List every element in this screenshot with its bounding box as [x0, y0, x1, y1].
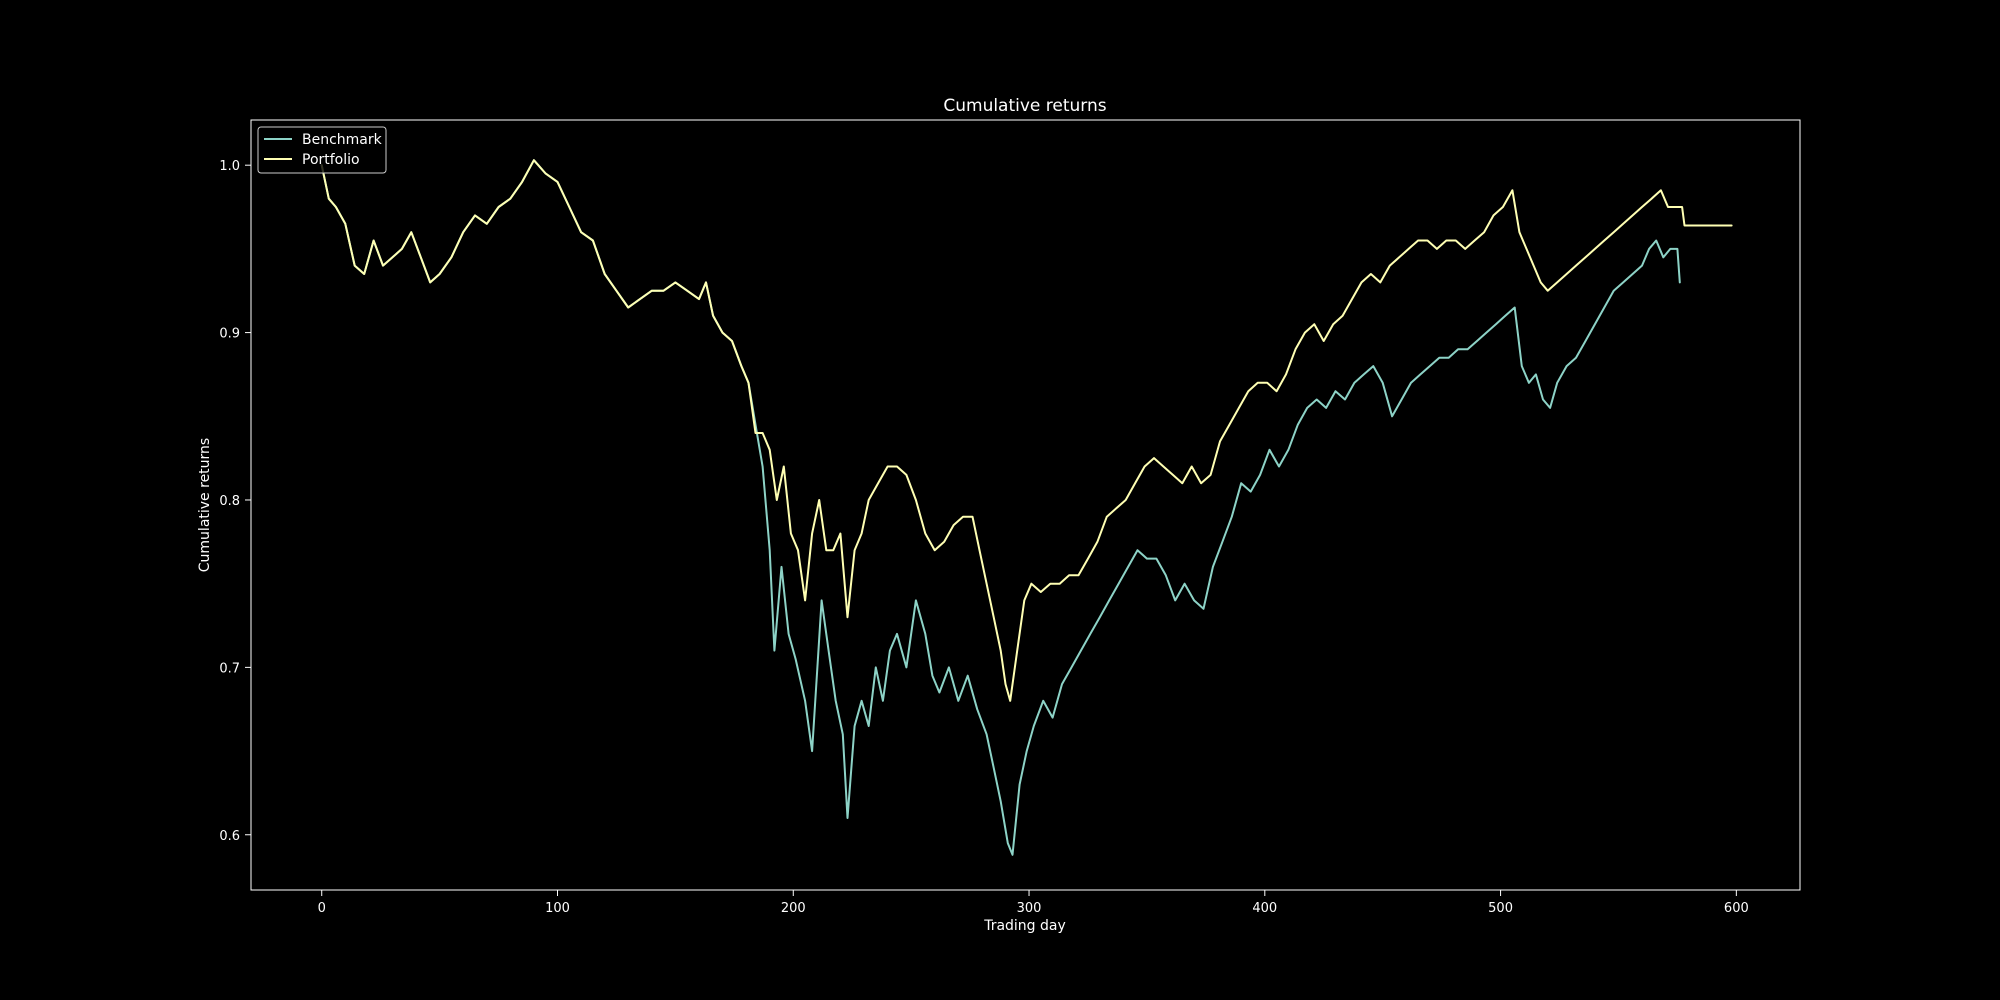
chart-title: Cumulative returns	[943, 96, 1106, 116]
x-tick-label: 500	[1488, 901, 1513, 916]
y-axis: 0.6 0.7 0.8 0.9 1.0	[219, 159, 251, 844]
x-tick-label: 300	[1017, 901, 1042, 916]
y-axis-label: Cumulative returns	[197, 438, 213, 572]
series-layer	[320, 159, 1733, 856]
legend-label-benchmark: Benchmark	[302, 132, 383, 148]
legend: Benchmark Portfolio	[257, 126, 387, 174]
x-tick-label: 600	[1724, 901, 1749, 916]
y-tick-label: 0.7	[219, 661, 240, 676]
y-tick-label: 0.9	[219, 327, 240, 342]
x-axis-label: Trading day	[983, 918, 1066, 934]
y-tick-label: 0.6	[219, 829, 240, 844]
plot-frame	[250, 119, 1801, 891]
y-tick-label: 1.0	[219, 159, 240, 174]
x-axis: 0 100 200 300 400 500 600	[318, 890, 1749, 916]
x-tick-label: 400	[1252, 901, 1277, 916]
x-tick-label: 100	[545, 901, 570, 916]
x-tick-label: 0	[318, 901, 326, 916]
y-tick-label: 0.8	[219, 494, 240, 509]
series-line-portfolio	[320, 159, 1733, 702]
x-tick-label: 200	[781, 901, 806, 916]
legend-label-portfolio: Portfolio	[302, 152, 360, 168]
